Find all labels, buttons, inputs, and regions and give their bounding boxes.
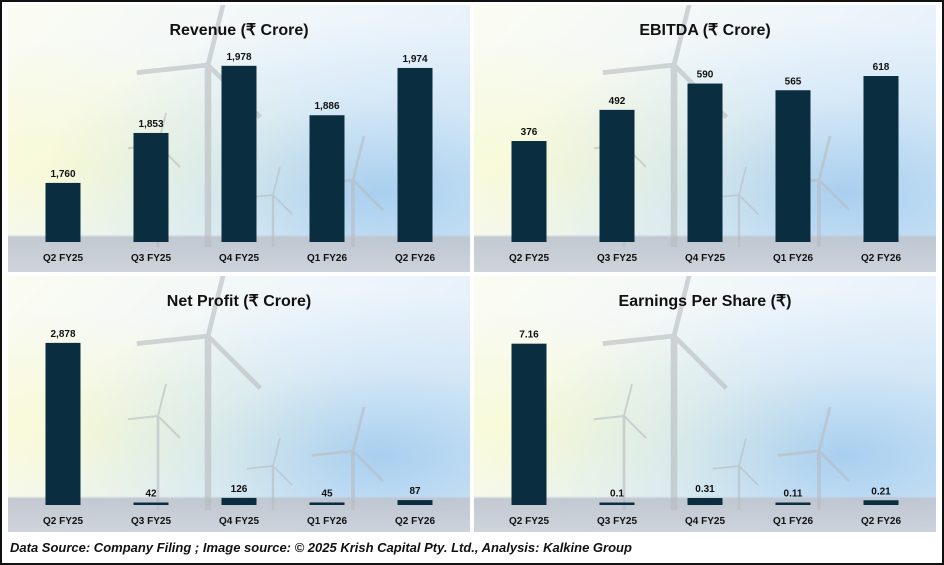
eps-chart: Earnings Per Share (₹) 7.16 Q2 FY25 0.1 Q3 F… <box>474 276 936 532</box>
bar-q1-fy26 <box>309 115 345 242</box>
x-tick-label: Q2 FY25 <box>43 516 83 527</box>
bar-q2-fy26 <box>397 500 433 505</box>
x-tick-label: Q2 FY26 <box>395 516 435 527</box>
chart-title: Net Profit (₹ Crore) <box>167 293 311 310</box>
wind-turbine-icon <box>593 276 851 510</box>
bar-q4-fy25 <box>221 65 257 242</box>
data-label: 0.11 <box>784 489 803 500</box>
chart-title: Revenue (₹ Crore) <box>169 22 308 39</box>
data-label: 2,878 <box>50 329 75 340</box>
data-label: 565 <box>785 76 802 87</box>
x-tick-label: Q3 FY25 <box>597 253 637 264</box>
x-tick-label: Q1 FY26 <box>307 516 347 527</box>
bar-q2-fy26 <box>397 67 433 242</box>
eps-chart-svg: Earnings Per Share (₹) 7.16 Q2 FY25 0.1 Q3 F… <box>509 276 901 527</box>
bar-q1-fy26 <box>775 502 811 505</box>
bar-q4-fy25 <box>687 83 723 243</box>
data-label: 1,853 <box>138 119 163 130</box>
x-tick-label: Q2 FY26 <box>861 516 901 527</box>
bar-q2-fy26 <box>863 500 899 505</box>
data-label: 0.21 <box>871 486 891 497</box>
bar-q3-fy25 <box>599 502 635 505</box>
data-label: 376 <box>521 127 538 138</box>
net-profit-chart: Net Profit (₹ Crore) 2,878 Q2 FY25 42 Q3 FY2… <box>8 276 470 532</box>
data-label: 1,978 <box>226 52 251 63</box>
data-label: 45 <box>321 488 333 499</box>
bar-q2-fy25 <box>511 141 547 242</box>
x-tick-label: Q4 FY25 <box>219 516 259 527</box>
x-tick-label: Q3 FY25 <box>597 516 637 527</box>
bar-q4-fy25 <box>687 498 723 505</box>
data-label: 1,974 <box>402 54 427 65</box>
x-tick-label: Q4 FY25 <box>685 516 725 527</box>
revenue-chart-svg: Revenue (₹ Crore) 1,760 Q2 FY25 1,853 Q3 FY2… <box>43 5 435 264</box>
bar-q3-fy25 <box>133 502 169 505</box>
data-label: 1,886 <box>314 101 339 112</box>
data-label: 7.16 <box>519 330 539 341</box>
x-tick-label: Q4 FY25 <box>685 253 725 264</box>
data-label: 0.31 <box>695 484 715 495</box>
chart-title: EBITDA (₹ Crore) <box>639 22 770 39</box>
bar-q1-fy26 <box>775 90 811 242</box>
wind-turbine-icon <box>127 276 385 510</box>
ebitda-chart-svg: EBITDA (₹ Crore) 376 Q2 FY25 492 Q3 FY25 590 Q… <box>509 5 901 264</box>
x-tick-label: Q1 FY26 <box>307 253 347 264</box>
x-tick-label: Q2 FY26 <box>861 253 901 264</box>
x-tick-label: Q2 FY26 <box>395 253 435 264</box>
chart-title: Earnings Per Share (₹) <box>619 293 792 310</box>
bar-q1-fy26 <box>309 502 345 505</box>
x-tick-label: Q3 FY25 <box>131 253 171 264</box>
data-label: 0.1 <box>610 489 624 500</box>
x-tick-label: Q1 FY26 <box>773 253 813 264</box>
data-label: 126 <box>231 484 248 495</box>
bar-q3-fy25 <box>599 109 635 242</box>
x-tick-label: Q2 FY25 <box>43 253 83 264</box>
x-tick-label: Q1 FY26 <box>773 516 813 527</box>
data-label: 87 <box>409 486 421 497</box>
data-label: 590 <box>697 70 714 81</box>
data-label: 1,760 <box>50 169 75 180</box>
revenue-chart: Revenue (₹ Crore) 1,760 Q2 FY25 1,853 Q3 FY2… <box>8 5 470 272</box>
net-profit-chart-svg: Net Profit (₹ Crore) 2,878 Q2 FY25 42 Q3 FY2… <box>43 276 435 527</box>
x-tick-label: Q2 FY25 <box>509 253 549 264</box>
data-label: 618 <box>873 62 890 73</box>
bar-q3-fy25 <box>133 132 169 242</box>
bar-q2-fy25 <box>45 342 81 505</box>
data-label: 42 <box>145 489 157 500</box>
x-tick-label: Q4 FY25 <box>219 253 259 264</box>
x-tick-label: Q2 FY25 <box>509 516 549 527</box>
source-footnote: Data Source: Company Filing ; Image sour… <box>10 540 632 555</box>
bar-q2-fy25 <box>511 343 547 505</box>
data-label: 492 <box>609 96 626 107</box>
x-tick-label: Q3 FY25 <box>131 516 171 527</box>
bar-q2-fy25 <box>45 182 81 242</box>
ebitda-chart: EBITDA (₹ Crore) 376 Q2 FY25 492 Q3 FY25 590 Q… <box>474 5 936 272</box>
bar-q4-fy25 <box>221 497 257 505</box>
bar-q2-fy26 <box>863 76 899 242</box>
